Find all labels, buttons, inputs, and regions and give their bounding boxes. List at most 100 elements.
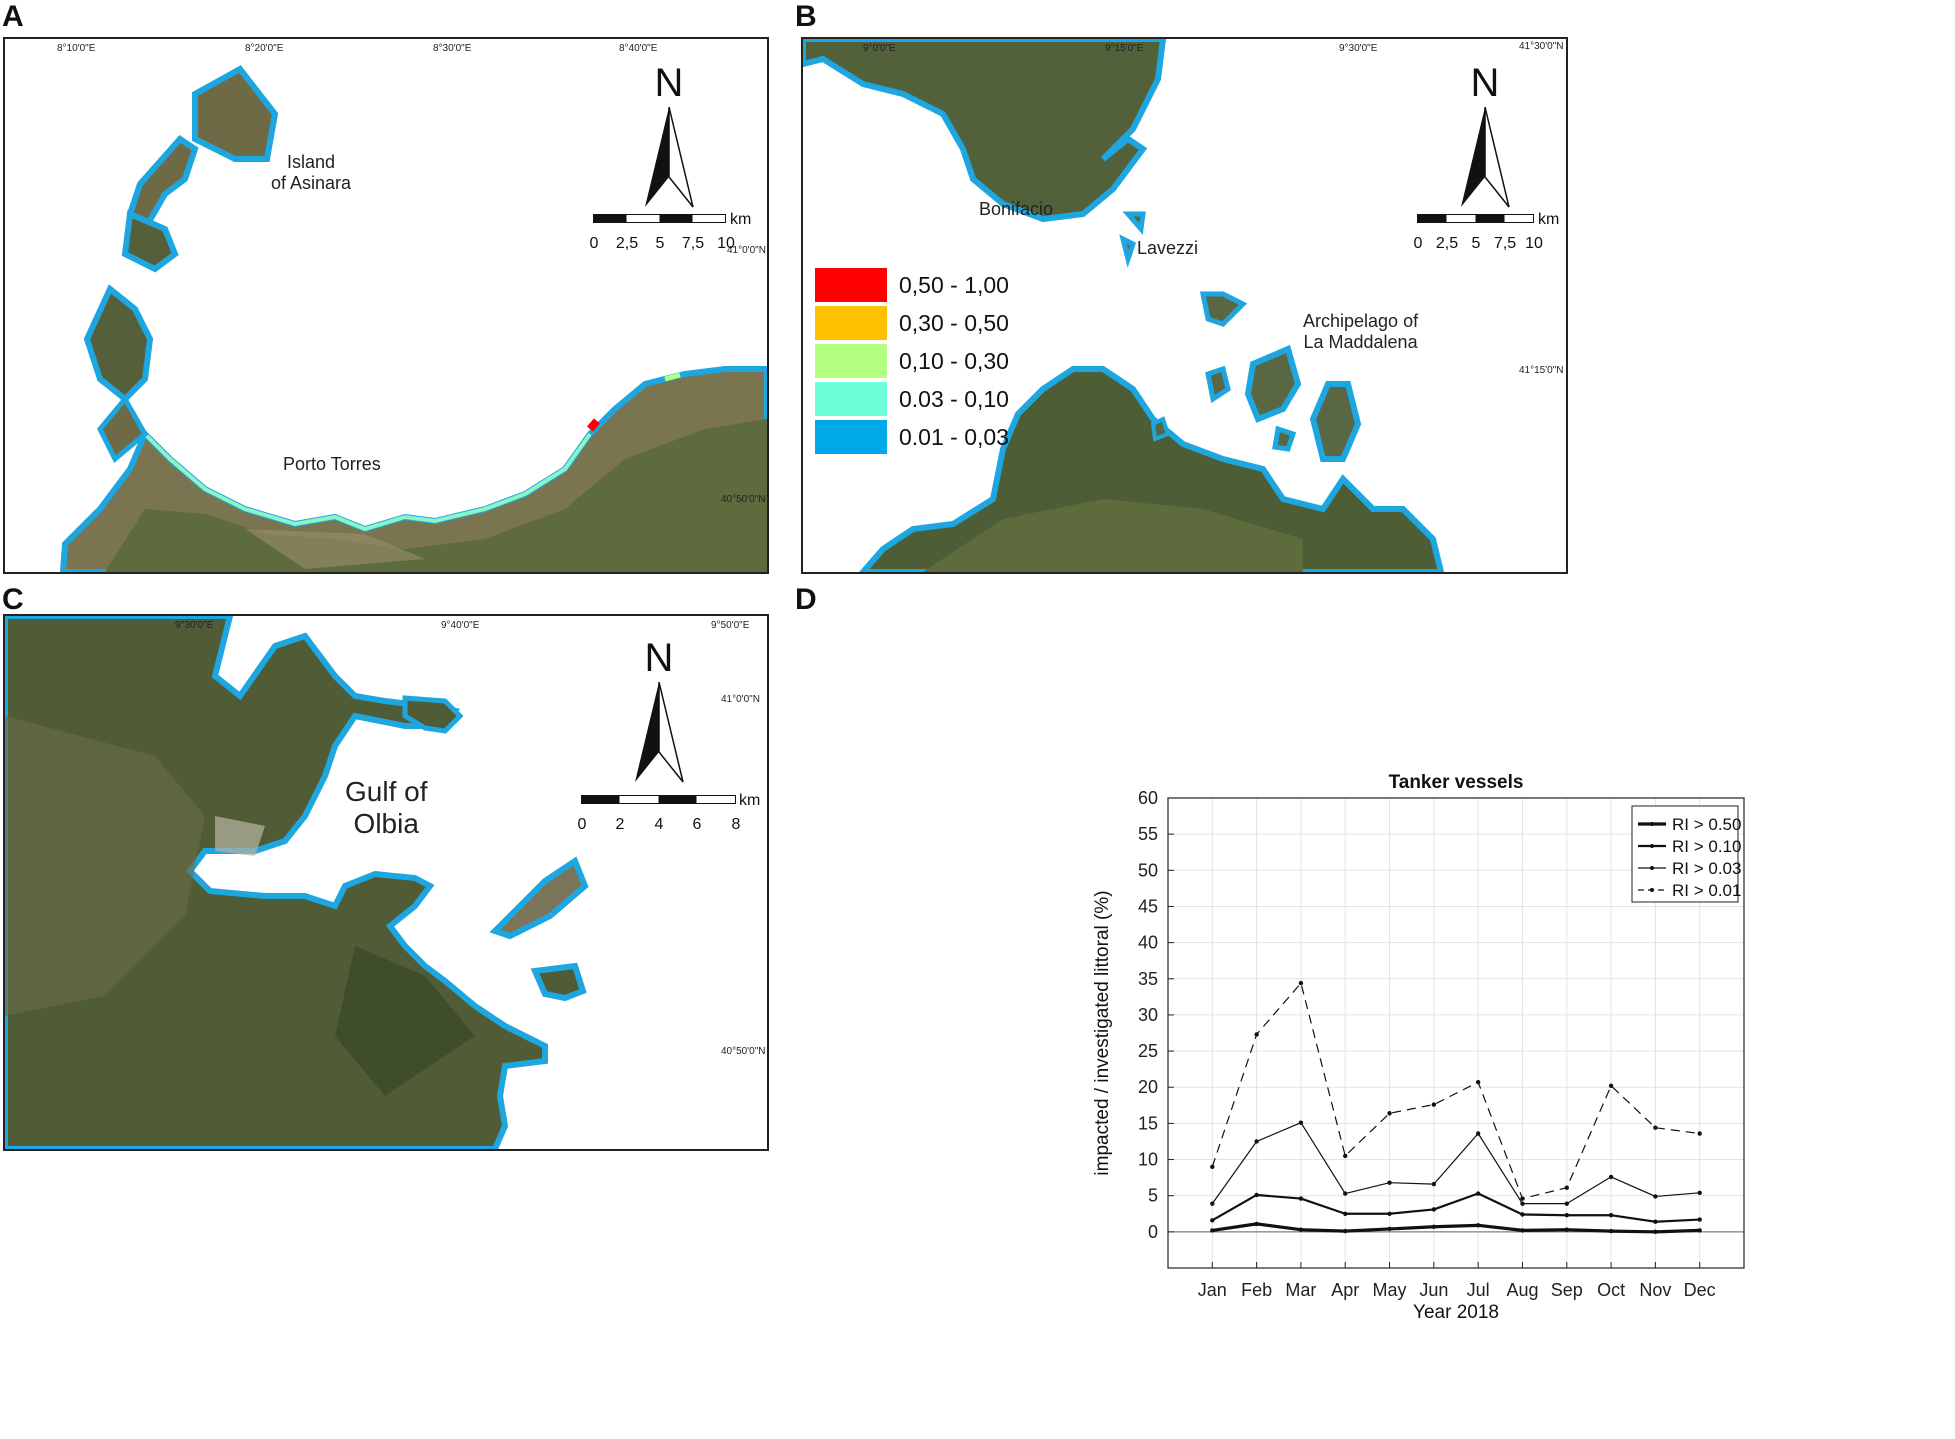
place-gulf-of-olbia: Gulf of Olbia bbox=[345, 776, 428, 839]
data-point bbox=[1475, 1131, 1481, 1136]
chart-title: Tanker vessels bbox=[1389, 772, 1524, 793]
legend-marker bbox=[1650, 888, 1654, 892]
map-b-graphic bbox=[803, 39, 1445, 572]
panel-letter-b: B bbox=[795, 0, 817, 33]
series-line bbox=[1211, 1192, 1700, 1223]
data-point bbox=[1475, 1223, 1481, 1228]
legend-swatch bbox=[815, 344, 887, 378]
data-point bbox=[1653, 1194, 1658, 1199]
scale-bar-graphic bbox=[593, 214, 726, 223]
legend-item: 0.03 - 0,10 bbox=[815, 382, 1009, 416]
data-point bbox=[1254, 1139, 1259, 1144]
coord-top-2: 9°40'0"E bbox=[441, 620, 480, 631]
data-point bbox=[1343, 1191, 1348, 1196]
map-panel-a: 8°10'0"E 8°20'0"E 8°30'0"E 8°40'0"E 41°0… bbox=[3, 37, 769, 574]
scale-tick: 0 bbox=[589, 235, 599, 252]
legend-label: 0.01 - 0,03 bbox=[899, 423, 1009, 450]
x-tick-label: Jan bbox=[1198, 1280, 1227, 1300]
data-point bbox=[1298, 1120, 1304, 1125]
legend-item: 0.01 - 0,03 bbox=[815, 420, 1009, 454]
legend-item: 0,10 - 0,30 bbox=[815, 344, 1009, 378]
y-tick-label: 50 bbox=[1138, 860, 1158, 880]
legend-swatch bbox=[815, 382, 887, 416]
legend-marker bbox=[1650, 822, 1654, 826]
data-point bbox=[1210, 1228, 1215, 1233]
scale-tick: 2 bbox=[615, 816, 625, 833]
data-point bbox=[1431, 1224, 1437, 1229]
y-tick-label: 25 bbox=[1138, 1041, 1158, 1061]
legend-swatch bbox=[815, 306, 887, 340]
data-point bbox=[1608, 1228, 1614, 1234]
legend-label: 0,10 - 0,30 bbox=[899, 347, 1009, 374]
island bbox=[1309, 381, 1362, 462]
x-tick-label: Nov bbox=[1639, 1280, 1671, 1300]
island-asinara bbox=[192, 65, 279, 162]
place-porto-torres: Porto Torres bbox=[283, 454, 381, 474]
scale-bar-b: km 0 2,5 5 7,5 10 bbox=[1414, 211, 1566, 261]
data-point bbox=[1475, 1079, 1481, 1085]
scale-tick: 2,5 bbox=[1435, 235, 1459, 252]
place-bonifacio: Bonifacio bbox=[979, 199, 1054, 219]
north-arrow-icon bbox=[635, 682, 684, 783]
coord-top-2: 9°15'0"E bbox=[1105, 43, 1144, 54]
coord-right-1: 41°15'0"N bbox=[1519, 365, 1564, 376]
line-chart: 0 5 10 15 20 25 30 35 40 45 50 55 60 Jan Feb Mar Apr May J… bbox=[1092, 772, 1745, 1323]
island bbox=[402, 695, 464, 734]
data-point bbox=[1387, 1111, 1392, 1116]
data-point bbox=[1520, 1228, 1525, 1233]
series-line bbox=[1212, 1222, 1700, 1234]
scale-tick: 10 bbox=[717, 235, 735, 252]
north-arrow-c: N bbox=[631, 638, 687, 788]
coord-top-1: 8°10'0"E bbox=[57, 43, 96, 54]
coord-right-2: 40°50'0"N bbox=[721, 494, 766, 505]
north-label: N bbox=[1470, 61, 1500, 105]
data-point bbox=[1697, 1228, 1702, 1233]
data-point bbox=[1210, 1164, 1215, 1169]
data-point bbox=[1298, 1196, 1304, 1201]
north-label: N bbox=[654, 61, 684, 105]
panel-letter-a: A bbox=[2, 0, 24, 33]
x-tick-label: Dec bbox=[1684, 1280, 1716, 1300]
north-arrow-a: N bbox=[641, 63, 697, 213]
scale-bar-c: km 0 2 4 6 8 bbox=[578, 792, 767, 842]
legend-box bbox=[1631, 805, 1739, 903]
data-point bbox=[1475, 1191, 1481, 1196]
x-tick-label: Aug bbox=[1506, 1280, 1538, 1300]
scale-tick: 10 bbox=[1525, 235, 1543, 252]
series-line bbox=[1211, 982, 1700, 1200]
legend-marker bbox=[1650, 866, 1654, 870]
data-point bbox=[1387, 1226, 1392, 1232]
coord-right-1: 41°0'0"N bbox=[721, 694, 760, 705]
data-point bbox=[1254, 1221, 1259, 1227]
scale-tick: 5 bbox=[655, 235, 665, 252]
y-tick-label: 45 bbox=[1138, 896, 1158, 916]
x-tick-label: Jul bbox=[1467, 1280, 1490, 1300]
data-point bbox=[1343, 1153, 1348, 1159]
panel-letter-d: D bbox=[795, 583, 817, 616]
map-a-graphic bbox=[59, 65, 767, 572]
panel-letter-c: C bbox=[2, 583, 24, 616]
scale-bar-a: km 0 2,5 5 7,5 10 bbox=[589, 211, 767, 261]
data-point bbox=[1608, 1213, 1614, 1218]
scale-unit: km bbox=[1538, 211, 1560, 228]
coord-top-3: 9°30'0"E bbox=[1339, 43, 1378, 54]
x-tick-label: Apr bbox=[1331, 1280, 1359, 1300]
data-point bbox=[1608, 1174, 1614, 1180]
data-point bbox=[1210, 1201, 1215, 1206]
legend-label: RI > 0.03 bbox=[1672, 859, 1741, 878]
data-point bbox=[1387, 1211, 1392, 1216]
y-tick-label: 30 bbox=[1138, 1005, 1158, 1025]
scale-tick: 7,5 bbox=[681, 235, 705, 252]
legend-label: 0,50 - 1,00 bbox=[899, 271, 1009, 298]
x-tick-label: Jun bbox=[1419, 1280, 1448, 1300]
legend-item: 0,30 - 0,50 bbox=[815, 306, 1009, 340]
x-tick-label: Oct bbox=[1597, 1280, 1625, 1300]
legend-label: RI > 0.01 bbox=[1672, 881, 1741, 900]
legend-label: 0.03 - 0,10 bbox=[899, 385, 1009, 412]
north-arrow-icon bbox=[645, 107, 694, 208]
island bbox=[1199, 291, 1248, 327]
legend-label: RI > 0.10 bbox=[1672, 837, 1741, 856]
data-point bbox=[1387, 1180, 1392, 1185]
scale-bar-graphic bbox=[581, 795, 736, 804]
map-panel-b: 9°0'0"E 9°15'0"E 9°30'0"E 41°30'0"N 41°1… bbox=[801, 37, 1568, 574]
